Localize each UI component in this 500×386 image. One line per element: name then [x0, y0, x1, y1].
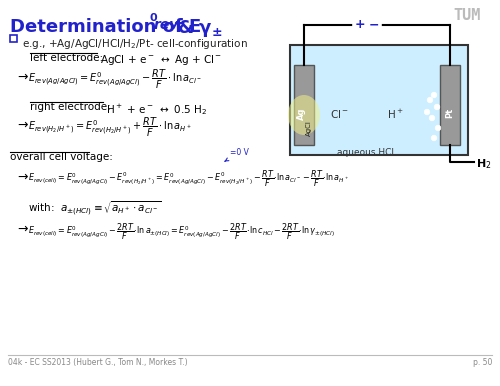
Text: $\rightarrow$: $\rightarrow$ — [15, 170, 30, 183]
Text: $E_{rev(Ag/AgCl)} = E^{0}_{rev(Ag/AgCl)} - \dfrac{RT}{F} \cdot \ln a_{Cl^-}$: $E_{rev(Ag/AgCl)} = E^{0}_{rev(Ag/AgCl)}… — [28, 68, 203, 91]
Text: H$^+$ + e$^-$ $\leftrightarrow$ 0.5 H$_2$: H$^+$ + e$^-$ $\leftrightarrow$ 0.5 H$_2… — [106, 102, 207, 117]
Text: TUM: TUM — [453, 8, 480, 23]
Bar — [290, 45, 468, 155]
Bar — [440, 65, 460, 145]
Text: 04k - EC SS2013 (Hubert G., Tom N., Morkes T.): 04k - EC SS2013 (Hubert G., Tom N., Mork… — [8, 358, 188, 367]
Text: AgCl: AgCl — [306, 120, 312, 136]
Bar — [294, 65, 314, 145]
Circle shape — [431, 92, 437, 98]
Text: $E_{rev(cell)} = E^{0}_{rev(Ag/AgCl)} - \dfrac{2RT}{F}\!\cdot\!\ln a_{\pm(HCl)} : $E_{rev(cell)} = E^{0}_{rev(Ag/AgCl)} - … — [28, 221, 335, 242]
Text: $E_{rev(cell)} = E^{0}_{rev(Ag/AgCl)} - E^{0}_{rev(H_2/H^+)} = E^{0}_{rev(Ag/AgC: $E_{rev(cell)} = E^{0}_{rev(Ag/AgCl)} - … — [28, 168, 349, 188]
Circle shape — [427, 97, 433, 103]
Text: $E_{rev(H_2/H^+)} = E^{0}_{rev(H_2/H^+)} + \dfrac{RT}{F} \cdot \ln a_{H^+}$: $E_{rev(H_2/H^+)} = E^{0}_{rev(H_2/H^+)}… — [28, 116, 192, 139]
Text: Ag: Ag — [297, 108, 306, 120]
Text: =0 V: =0 V — [225, 148, 249, 161]
Text: left electrode:: left electrode: — [30, 53, 103, 63]
Circle shape — [435, 125, 441, 131]
Text: right electrode:: right electrode: — [30, 102, 111, 112]
Circle shape — [434, 104, 440, 110]
Text: −: − — [369, 19, 380, 32]
Circle shape — [367, 18, 381, 32]
Ellipse shape — [288, 95, 320, 135]
Bar — [10, 35, 17, 42]
Circle shape — [431, 135, 437, 141]
Text: Pt: Pt — [445, 108, 454, 118]
Text: AgCl + e$^-$ $\leftrightarrow$ Ag + Cl$^-$: AgCl + e$^-$ $\leftrightarrow$ Ag + Cl$^… — [100, 53, 222, 67]
Text: 0: 0 — [149, 13, 156, 23]
Text: H$_2$: H$_2$ — [476, 157, 492, 171]
Text: H$^+$: H$^+$ — [387, 108, 404, 121]
Text: p. 50: p. 50 — [472, 358, 492, 367]
Text: Determination of E: Determination of E — [10, 18, 201, 36]
Text: with:  $a_{\pm(HCl)} \equiv \sqrt{a_{H^+} \cdot a_{Cl^-}}$: with: $a_{\pm(HCl)} \equiv \sqrt{a_{H^+}… — [28, 200, 162, 218]
Text: +: + — [354, 19, 366, 32]
Text: aqueous HCl: aqueous HCl — [337, 148, 394, 157]
Text: $\rightarrow$: $\rightarrow$ — [15, 222, 30, 235]
Circle shape — [424, 109, 430, 115]
Text: $\rightarrow$: $\rightarrow$ — [15, 70, 30, 83]
Circle shape — [353, 18, 367, 32]
Circle shape — [429, 115, 435, 121]
Text: rev: rev — [154, 18, 179, 32]
Text: Cl$^-$: Cl$^-$ — [330, 108, 349, 120]
Text: overall cell voltage:: overall cell voltage: — [10, 152, 113, 162]
Text: $\rightarrow$: $\rightarrow$ — [15, 118, 30, 131]
Text: & $\mathbf{\gamma_{\pm}}$: & $\mathbf{\gamma_{\pm}}$ — [177, 18, 222, 39]
Text: e.g., +Ag/AgCl/HCl/H$_2$/Pt- cell-configuration: e.g., +Ag/AgCl/HCl/H$_2$/Pt- cell-config… — [22, 37, 248, 51]
